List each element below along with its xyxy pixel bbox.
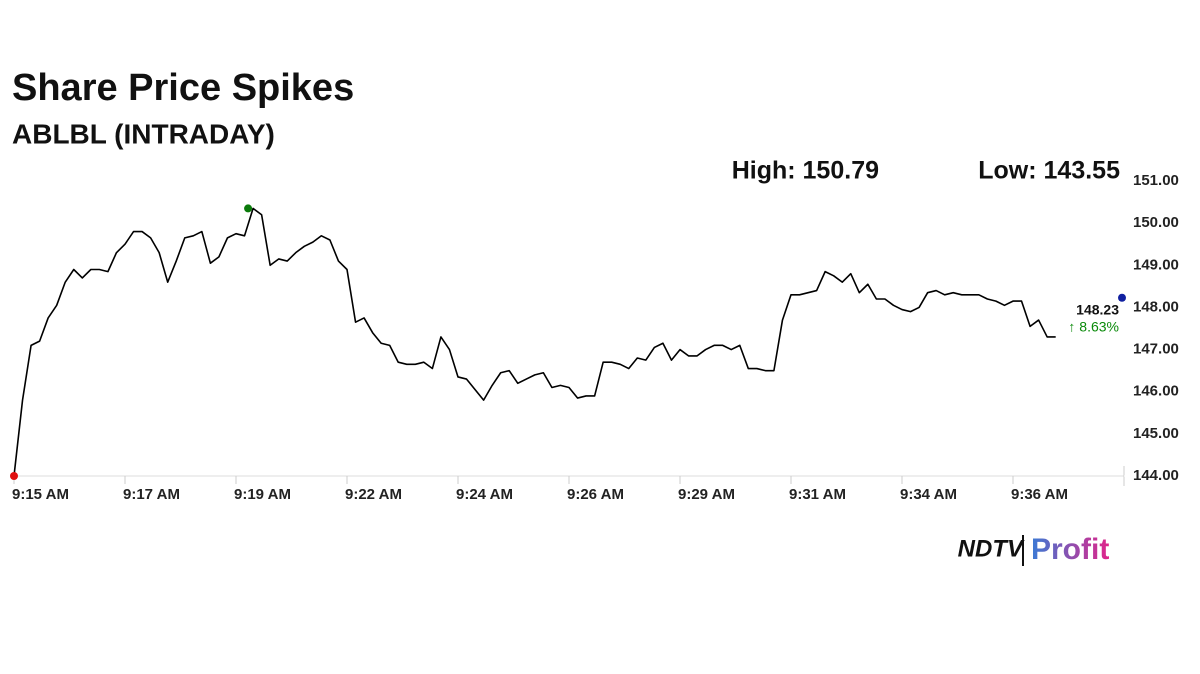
x-tick-label: 9:24 AM	[456, 486, 513, 503]
chart-subtitle: ABLBL (INTRADAY)	[12, 118, 275, 149]
low-dot	[10, 472, 18, 480]
x-tick-label: 9:31 AM	[789, 486, 846, 503]
logo-profit: Profit	[1031, 533, 1109, 566]
x-tick-label: 9:26 AM	[567, 486, 624, 503]
x-tick-label: 9:22 AM	[345, 486, 402, 503]
x-tick-label: 9:36 AM	[1011, 486, 1068, 503]
chart-title: Share Price Spikes	[12, 67, 354, 109]
y-tick-label: 144.00	[1133, 467, 1179, 484]
high-label: High: 150.79	[732, 157, 879, 185]
y-tick-label: 145.00	[1133, 425, 1179, 442]
y-tick-label: 149.00	[1133, 256, 1179, 273]
low-label: Low: 143.55	[978, 157, 1120, 185]
price-line	[13, 207, 1056, 477]
change-label: ↑ 8.63%	[1068, 318, 1119, 334]
y-tick-label: 147.00	[1133, 341, 1179, 358]
logo-ndtv: NDTV	[958, 535, 1025, 562]
high-dot	[244, 204, 253, 213]
x-tick-label: 9:15 AM	[12, 486, 69, 503]
x-tick-label: 9:29 AM	[678, 486, 735, 503]
x-tick-label: 9:17 AM	[123, 486, 180, 503]
x-tick-label: 9:34 AM	[900, 486, 957, 503]
last-price-label: 148.23	[1076, 301, 1119, 317]
y-tick-label: 150.00	[1133, 214, 1179, 231]
y-tick-label: 148.00	[1133, 298, 1179, 315]
last-price-dot	[1118, 293, 1126, 302]
y-tick-label: 151.00	[1133, 172, 1179, 189]
y-tick-label: 146.00	[1133, 383, 1179, 400]
x-tick-label: 9:19 AM	[234, 486, 291, 503]
